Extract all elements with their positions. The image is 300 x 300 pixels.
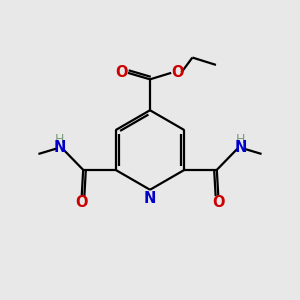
Text: O: O — [115, 65, 128, 80]
Text: N: N — [234, 140, 247, 155]
Text: H: H — [236, 133, 245, 146]
Text: N: N — [53, 140, 66, 155]
Text: O: O — [212, 195, 224, 210]
Text: H: H — [55, 133, 64, 146]
Text: O: O — [171, 65, 183, 80]
Text: O: O — [76, 195, 88, 210]
Text: N: N — [144, 191, 156, 206]
